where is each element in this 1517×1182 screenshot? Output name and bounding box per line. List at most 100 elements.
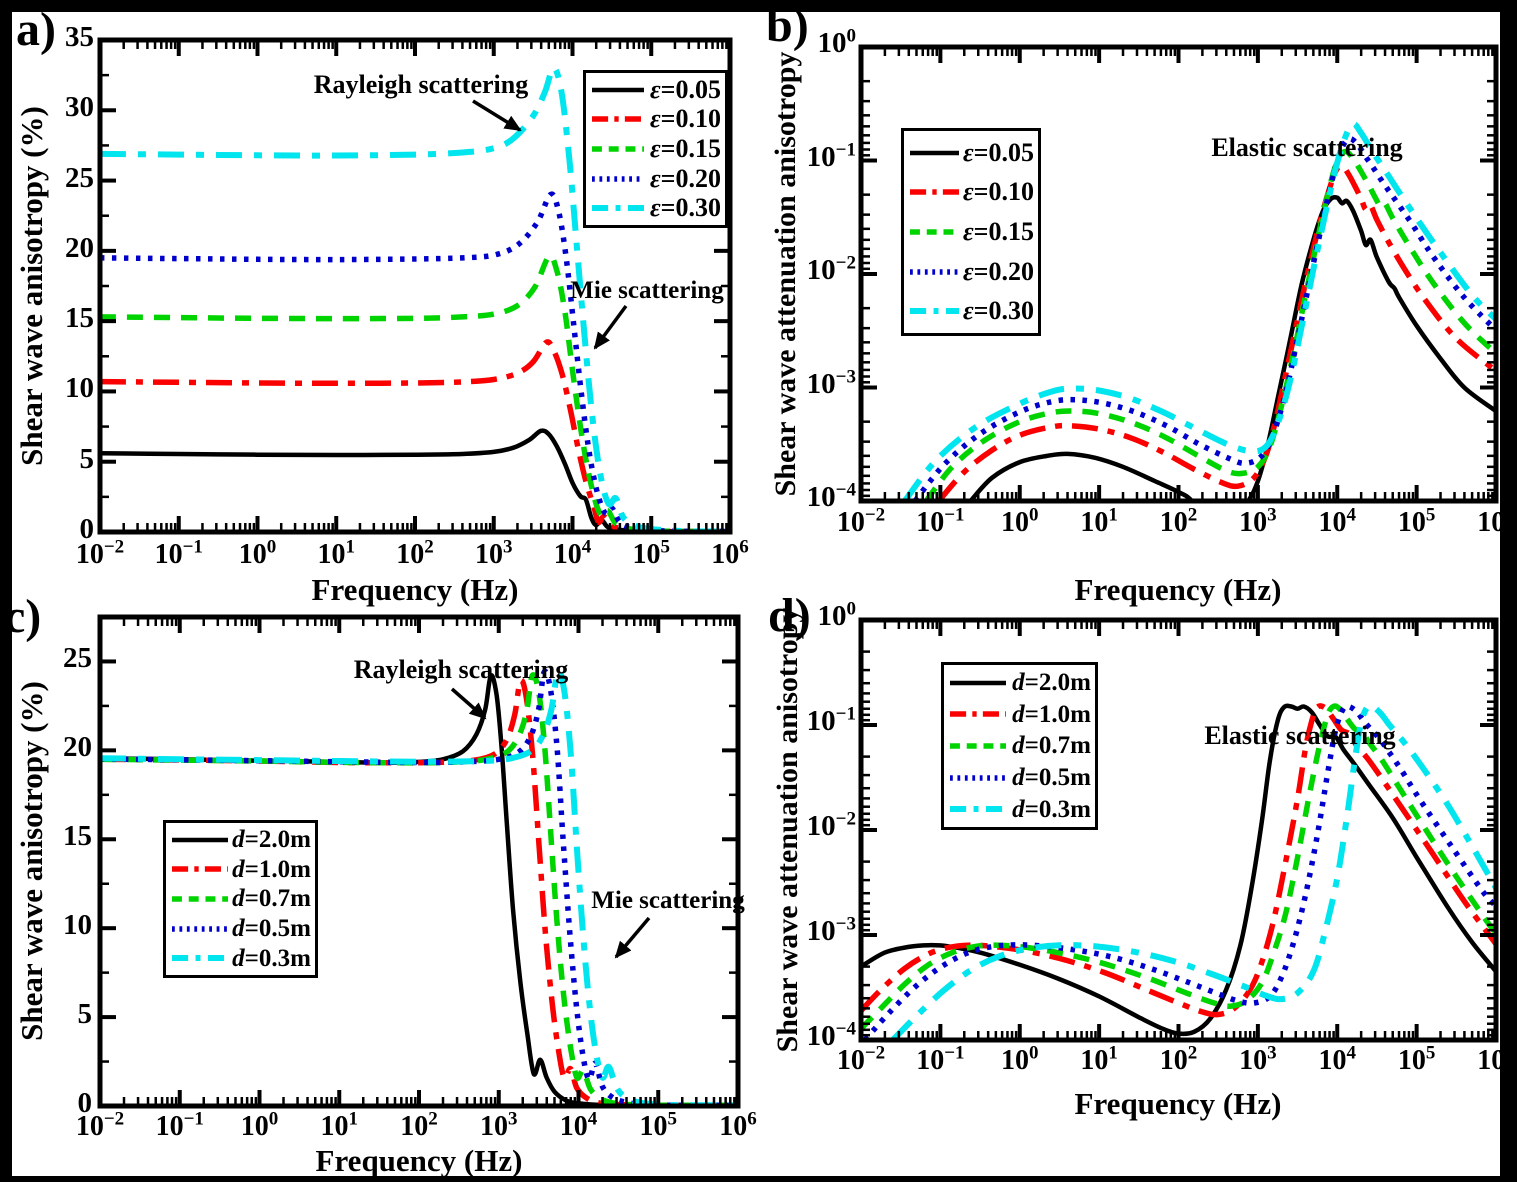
legend-entry: d=0.3m (948, 797, 1091, 822)
legend-panel-b: ε=0.05 ε=0.10 ε=0.15 ε=0.20 ε=0.30 (901, 128, 1041, 336)
y-tick-label: 0 (77, 1087, 93, 1119)
y-tick-label: 10−3 (806, 913, 856, 947)
x-tick-label: 101 (320, 1108, 359, 1142)
x-tick-label: 105 (1397, 504, 1436, 538)
x-tick-label: 100 (238, 536, 277, 570)
y-tick-label: 100 (817, 25, 857, 59)
y-tick-label: 15 (63, 820, 92, 853)
y-tick-label: 0 (79, 513, 95, 545)
legend-label: ε=0.20 (963, 256, 1034, 286)
legend-entry: ε=0.15 (590, 133, 721, 163)
panel-b-letter: b) (766, 0, 809, 52)
x-tick-label: 104 (1318, 1042, 1357, 1076)
y-tick-label: 10−1 (806, 703, 856, 737)
legend-entry: ε=0.05 (908, 139, 1034, 166)
curve-c-d0.5m (100, 668, 738, 1106)
legend-panel-c: d=2.0m d=1.0m d=0.7m d=0.5m d=0.3m (163, 820, 318, 978)
curve-d-d0.7m (861, 703, 1496, 1031)
legend-panel-a: ε=0.05 ε=0.10 ε=0.15 ε=0.20 ε=0.30 (583, 70, 728, 228)
annotation-elastic-scattering-d: Elastic scattering (1204, 721, 1396, 750)
legend-label: ε=0.10 (650, 104, 721, 134)
legend-entry: ε=0.10 (590, 106, 721, 132)
curve-b-0.20 (912, 136, 1496, 501)
annotation-rayleigh-scattering-c: Rayleigh scattering (353, 655, 569, 684)
x-tick-label: 106 (719, 1108, 757, 1142)
y-tick-label: 25 (65, 161, 94, 194)
legend-entry: ε=0.15 (908, 216, 1034, 246)
annotation-arrow (593, 304, 628, 350)
x-tick-label: 105 (1397, 1042, 1436, 1076)
y-tick-label: 10 (65, 372, 94, 405)
y-tick-label: 15 (65, 302, 94, 335)
annotation-arrow (614, 916, 651, 959)
legend-entry: ε=0.30 (590, 195, 721, 221)
panel-c-x-axis-title: Frequency (Hz) (315, 1143, 523, 1178)
legend-entry: d=0.5m (948, 765, 1091, 790)
y-tick-label: 5 (79, 442, 95, 475)
x-tick-label: 102 (1159, 1042, 1198, 1076)
legend-entry: d=2.0m (170, 827, 311, 852)
x-tick-label: 100 (1001, 504, 1039, 538)
curve-c-d0.3m (100, 668, 738, 1106)
panel-d-frame (858, 617, 1499, 1043)
legend-line-sample (592, 116, 644, 123)
panel-b-plot (858, 44, 1499, 504)
x-tick-label: 100 (240, 1108, 279, 1142)
legend-entry: d=2.0m (948, 670, 1091, 695)
annotation-mie-scattering-a: Mie scattering (570, 277, 724, 304)
x-tick-label: 101 (317, 536, 356, 570)
panel-d-x-axis-title: Frequency (Hz) (1074, 1086, 1282, 1121)
legend-entry: d=1.0m (948, 702, 1091, 727)
y-tick-label: 20 (65, 231, 94, 264)
legend-line-sample (172, 955, 228, 962)
legend-panel-d: d=2.0m d=1.0m d=0.7m d=0.5m d=0.3m (941, 662, 1098, 830)
x-tick-label: 103 (1239, 504, 1277, 538)
y-tick-label: 10−2 (806, 252, 856, 286)
legend-label: ε=0.20 (650, 163, 721, 193)
panel-a-x-axis-title: Frequency (Hz) (311, 572, 519, 607)
x-tick-label: 103 (480, 1108, 518, 1142)
legend-entry: ε=0.20 (590, 163, 721, 193)
legend-line-sample (910, 150, 959, 156)
curve-d-d0.3m (890, 702, 1496, 1040)
x-tick-label: 10−1 (155, 1108, 204, 1142)
legend-label: d=0.3m (232, 944, 311, 972)
legend-entry: ε=0.20 (908, 256, 1034, 286)
y-tick-label: 20 (63, 731, 92, 764)
x-tick-label: 106 (711, 536, 749, 570)
legend-line-sample (172, 925, 228, 932)
legend-line-sample (592, 205, 644, 212)
panel-c-letter: c) (4, 590, 42, 643)
legend-entry: d=0.3m (170, 946, 311, 971)
legend-line-sample (172, 837, 228, 843)
panel-c-frame (97, 614, 741, 1109)
annotation-arrow (450, 687, 487, 720)
panel-b-x-axis-title: Frequency (Hz) (1074, 572, 1282, 607)
y-tick-label: 5 (77, 998, 93, 1031)
legend-label: d=1.0m (232, 855, 311, 883)
legend-label: d=2.0m (232, 826, 311, 854)
x-tick-label: 105 (639, 1108, 678, 1142)
legend-line-sample (910, 268, 959, 275)
curve-c-d1.0m (100, 677, 738, 1106)
x-tick-label: 100 (1001, 1042, 1039, 1076)
legend-label: d=0.7m (232, 885, 311, 913)
legend-label: d=1.0m (1012, 700, 1091, 728)
legend-line-sample (172, 896, 228, 902)
legend-line-sample (950, 774, 1006, 781)
curve-a-0.10 (100, 339, 730, 532)
curve-d-d1.0m (861, 703, 1496, 1018)
x-tick-label: 102 (400, 1108, 438, 1142)
y-tick-label: 100 (817, 598, 857, 632)
y-tick-label: 25 (63, 642, 92, 675)
legend-line-sample (910, 229, 959, 235)
legend-label: ε=0.15 (963, 216, 1034, 246)
x-tick-label: 10−2 (75, 536, 125, 570)
curve-b-0.30 (902, 120, 1496, 501)
legend-line-sample (910, 189, 959, 196)
legend-label: d=0.7m (1012, 732, 1091, 760)
x-tick-label: 106 (1477, 504, 1515, 538)
y-tick-label: 10−4 (806, 1018, 856, 1052)
legend-label: ε=0.15 (650, 133, 721, 163)
legend-entry: ε=0.05 (590, 76, 721, 103)
